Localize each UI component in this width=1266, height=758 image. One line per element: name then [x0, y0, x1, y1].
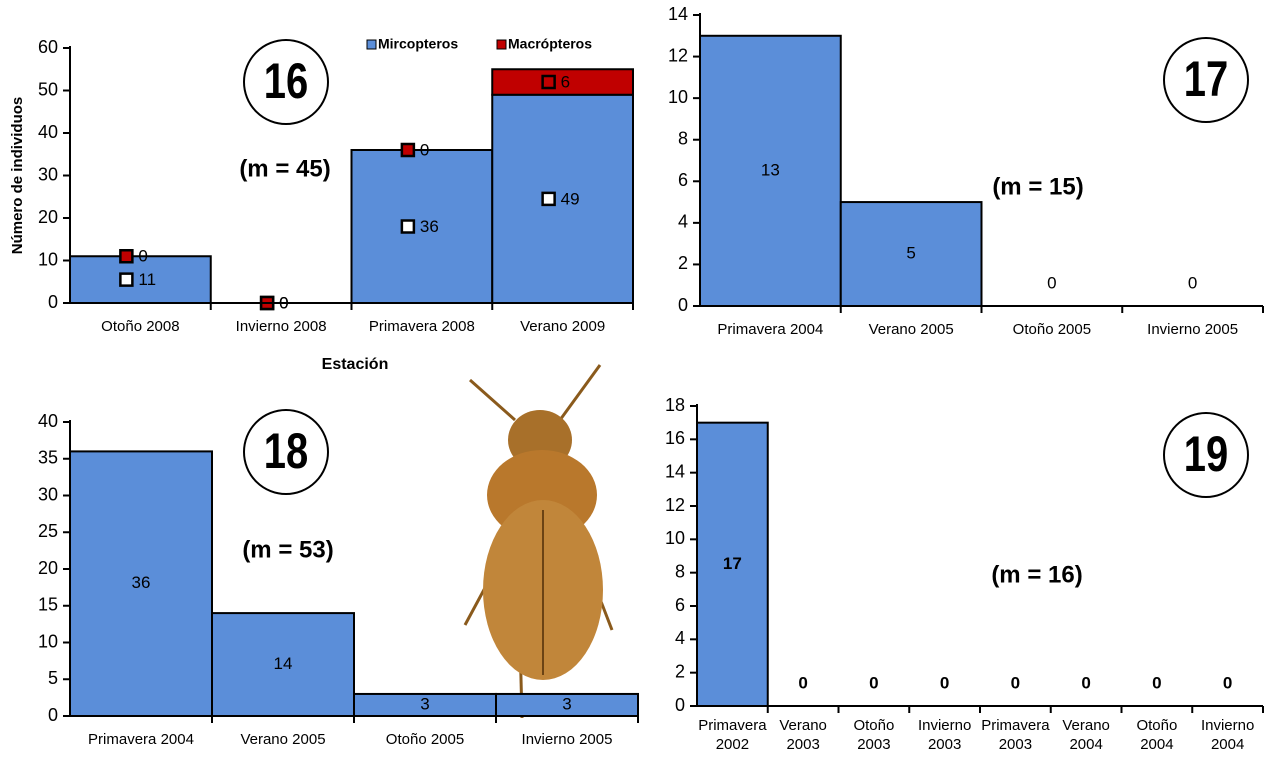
y-tick-label: 10 — [38, 631, 58, 651]
value-label: 0 — [1047, 273, 1056, 292]
legend-swatch — [497, 40, 506, 49]
y-tick-label: 40 — [38, 411, 58, 431]
x-tick-label: Primavera 2004 — [717, 321, 823, 338]
x-tick-label: Verano 2005 — [240, 731, 325, 748]
value-marker — [402, 221, 414, 233]
x-tick-label: Otoño 2008 — [101, 318, 179, 335]
y-tick-label: 30 — [38, 164, 58, 184]
annotation: (m = 15) — [992, 173, 1083, 200]
y-tick-label: 0 — [675, 695, 685, 715]
x-tick-label: Otoño 2005 — [386, 731, 464, 748]
y-tick-label: 12 — [665, 495, 685, 515]
value-label: 3 — [562, 694, 571, 713]
value-label: 11 — [138, 270, 156, 289]
beetle-photo — [465, 365, 612, 718]
legend-label: Mircopteros — [378, 36, 458, 52]
x-tick-label: Verano 2009 — [520, 318, 605, 335]
value-label: 0 — [798, 673, 807, 692]
x-axis-title: Estación — [322, 356, 389, 373]
y-tick-label: 60 — [38, 37, 58, 57]
y-tick-label: 20 — [38, 207, 58, 227]
y-tick-label: 10 — [665, 528, 685, 548]
value-marker — [543, 76, 555, 88]
annotation: (m = 53) — [242, 536, 333, 563]
value-label: 13 — [761, 160, 780, 179]
panel-label: 16 — [264, 53, 308, 109]
value-label: 0 — [1223, 673, 1232, 692]
y-tick-label: 14 — [668, 4, 688, 24]
value-label: 17 — [723, 554, 742, 573]
value-label: 0 — [869, 673, 878, 692]
x-tick-label: Otoño 2005 — [1013, 321, 1091, 338]
y-tick-label: 8 — [678, 128, 688, 148]
value-marker — [402, 144, 414, 156]
value-label: 6 — [561, 72, 570, 91]
y-tick-label: 50 — [38, 79, 58, 99]
value-label: 49 — [561, 189, 580, 208]
value-label: 36 — [420, 217, 439, 236]
figure: 010203040506011000360496Otoño 2008Invier… — [0, 0, 1266, 758]
y-tick-label: 5 — [48, 668, 58, 688]
value-label: 36 — [132, 573, 151, 592]
y-tick-label: 0 — [48, 705, 58, 725]
x-tick-label: Invierno 2008 — [236, 318, 327, 335]
y-axis-title: Número de individuos — [9, 97, 26, 255]
value-label: 0 — [1011, 673, 1020, 692]
value-marker — [120, 250, 132, 262]
annotation: (m = 45) — [239, 155, 330, 182]
y-tick-label: 4 — [675, 628, 685, 648]
y-tick-label: 12 — [668, 45, 688, 65]
y-tick-label: 14 — [665, 461, 685, 481]
annotation: (m = 16) — [991, 561, 1082, 588]
value-label: 14 — [274, 654, 293, 673]
legend-label: Macrópteros — [508, 36, 592, 52]
value-label: 5 — [906, 244, 915, 263]
x-tick-label: Primavera 2008 — [369, 318, 475, 335]
value-label: 3 — [420, 694, 429, 713]
value-label: 0 — [420, 140, 429, 159]
panel-label: 18 — [264, 423, 308, 479]
x-tick-label: Verano 2005 — [869, 321, 954, 338]
y-tick-label: 6 — [678, 170, 688, 190]
y-tick-label: 8 — [675, 561, 685, 581]
y-tick-label: 15 — [38, 595, 58, 615]
x-tick-label: Primavera 2004 — [88, 731, 194, 748]
y-tick-label: 2 — [675, 661, 685, 681]
value-label: 0 — [940, 673, 949, 692]
value-marker — [120, 274, 132, 286]
value-label: 0 — [1188, 273, 1197, 292]
y-tick-label: 4 — [678, 212, 688, 232]
value-label: 0 — [1152, 673, 1161, 692]
y-tick-label: 35 — [38, 448, 58, 468]
y-tick-label: 20 — [38, 558, 58, 578]
y-tick-label: 6 — [675, 595, 685, 615]
y-tick-label: 30 — [38, 484, 58, 504]
y-tick-label: 2 — [678, 253, 688, 273]
x-tick-label: Verano2004 — [1062, 717, 1110, 753]
legend-swatch — [367, 40, 376, 49]
y-tick-label: 18 — [665, 395, 685, 415]
y-tick-label: 0 — [48, 292, 58, 312]
value-label: 0 — [1081, 673, 1090, 692]
y-tick-label: 10 — [668, 87, 688, 107]
y-tick-label: 0 — [678, 295, 688, 315]
x-tick-label: Invierno 2005 — [522, 731, 613, 748]
y-tick-label: 16 — [665, 428, 685, 448]
y-tick-label: 25 — [38, 521, 58, 541]
y-tick-label: 10 — [38, 249, 58, 269]
y-tick-label: 40 — [38, 122, 58, 142]
value-label: 0 — [138, 247, 147, 266]
panel-label: 19 — [1184, 426, 1228, 482]
x-tick-label: Invierno 2005 — [1147, 321, 1238, 338]
panel-label: 17 — [1184, 51, 1228, 107]
value-marker — [543, 193, 555, 205]
